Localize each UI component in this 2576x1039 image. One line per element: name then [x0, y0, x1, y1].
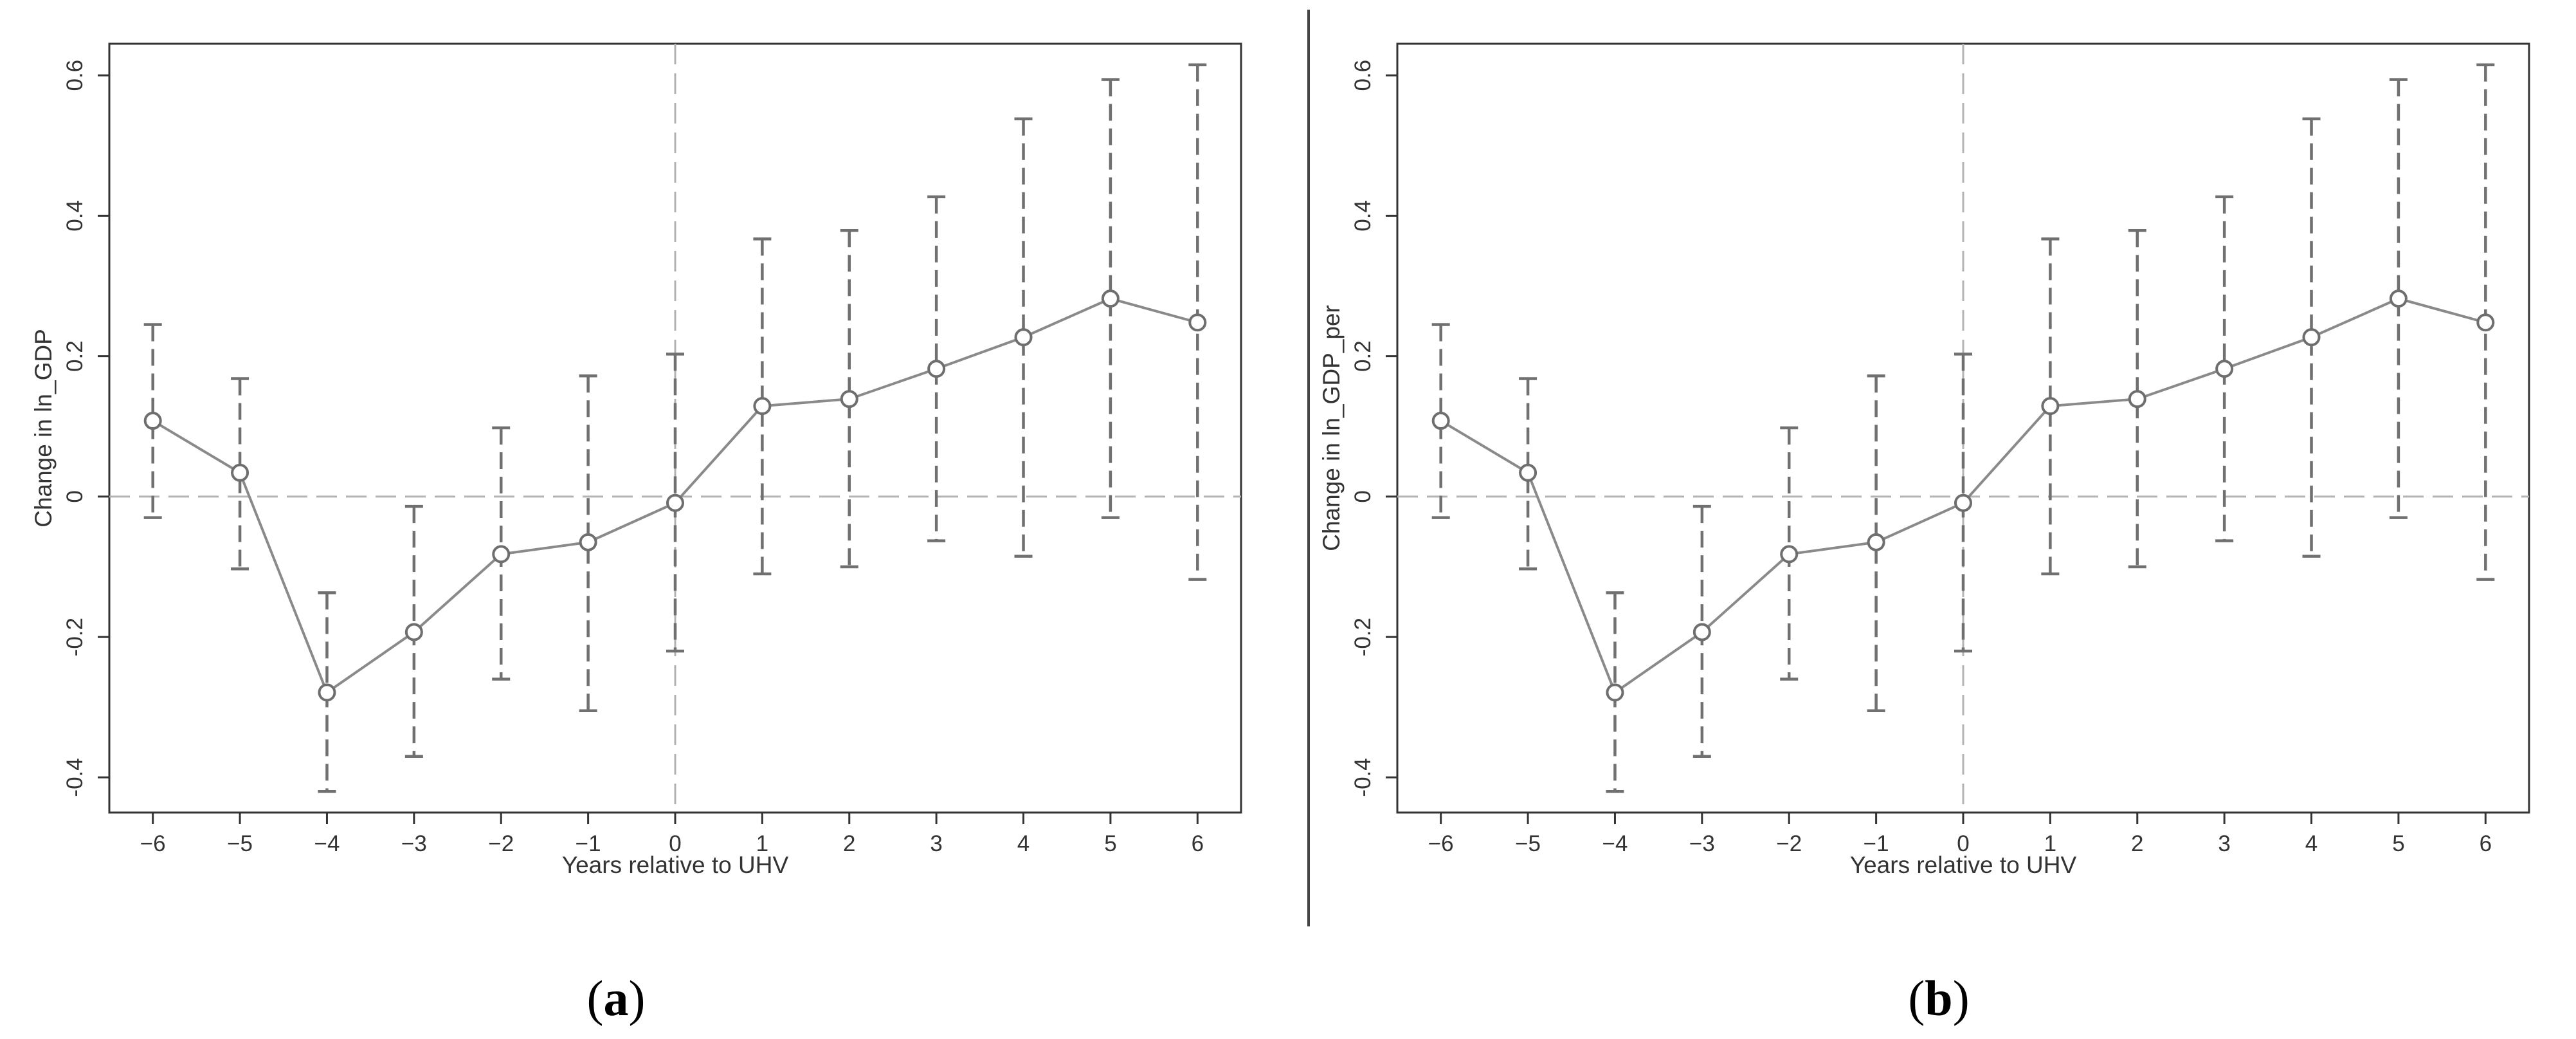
estimate-point: [2389, 290, 2408, 308]
x-tick-label: 0: [1957, 831, 1969, 856]
estimate-point: [1606, 683, 1624, 702]
y-tick-label: 0.4: [1350, 200, 1375, 232]
x-tick-label: 0: [669, 831, 681, 856]
x-tick-label: −3: [1689, 831, 1715, 856]
caption-a: (a): [587, 970, 646, 1026]
y-tick-label: 0: [1350, 490, 1375, 502]
estimate-point: [840, 390, 858, 409]
x-tick-label: −1: [1864, 831, 1889, 856]
x-tick-label: −6: [1428, 831, 1454, 856]
x-tick-label: 4: [2305, 831, 2317, 856]
estimate-point: [1867, 533, 1885, 551]
x-tick-label: −1: [576, 831, 601, 856]
x-tick-label: −5: [227, 831, 253, 856]
panel-divider: [1307, 10, 1310, 926]
estimate-point: [2215, 360, 2234, 378]
y-axis-title: Change in ln_GDP_per: [1318, 305, 1345, 551]
plot-area: -0.4 -0.2 0 0.2 0.4 0.6 −6 −5 −4 −3 −2 −1 0 1 2 3 4 5 6 Yea…: [30, 42, 1242, 878]
x-tick-label: 2: [2131, 831, 2143, 856]
x-tick-label: 4: [1017, 831, 1029, 856]
x-tick-label: 2: [843, 831, 855, 856]
estimate-point: [404, 623, 423, 641]
y-tick-label: 0.6: [1350, 60, 1375, 91]
estimate-point: [2476, 313, 2495, 332]
y-tick-label: 0.2: [62, 340, 87, 372]
estimate-point: [1431, 412, 1450, 430]
y-axis-title: Change in ln_GDP: [30, 329, 57, 528]
y-tick-label: 0.4: [62, 200, 87, 232]
x-tick-label: 3: [930, 831, 942, 856]
estimate-point: [927, 360, 946, 378]
x-tick-label: 6: [1192, 831, 1204, 856]
estimate-point: [2128, 390, 2146, 409]
caption-b: (b): [1908, 970, 1969, 1026]
x-tick-label: 5: [2392, 831, 2404, 856]
estimate-point: [1692, 623, 1711, 641]
x-axis-title: Years relative to UHV: [1850, 852, 2077, 878]
x-tick-label: −4: [1602, 831, 1628, 856]
estimate-point: [1014, 328, 1033, 347]
estimate-point: [579, 533, 597, 551]
x-tick-label: 6: [2480, 831, 2492, 856]
caption-a-open: (: [587, 970, 604, 1026]
x-tick-label: −6: [140, 831, 166, 856]
estimate-point: [1519, 463, 1537, 482]
x-tick-label: −2: [488, 831, 514, 856]
x-tick-label: −2: [1776, 831, 1802, 856]
svg-text:(a): (a): [587, 970, 646, 1026]
x-axis-title: Years relative to UHV: [562, 852, 789, 878]
y-tick-label: -0.2: [62, 618, 87, 656]
estimate-point: [143, 412, 162, 430]
estimate-point: [492, 545, 511, 564]
x-tick-label: −3: [401, 831, 427, 856]
y-tick-label: 0.2: [1350, 340, 1375, 372]
x-tick-label: −4: [314, 831, 340, 856]
y-tick-label: -0.4: [1350, 758, 1375, 796]
x-tick-label: 3: [2218, 831, 2230, 856]
caption-b-open: (: [1908, 970, 1925, 1026]
x-tick-label: −5: [1515, 831, 1541, 856]
caption-a-letter: a: [604, 970, 629, 1026]
caption-b-close: ): [1953, 970, 1970, 1026]
estimate-point: [1954, 493, 1972, 512]
estimate-point: [2041, 397, 2060, 416]
estimate-point: [1188, 313, 1207, 332]
caption-b-letter: b: [1925, 970, 1952, 1026]
estimate-point: [318, 683, 336, 702]
estimate-point: [753, 397, 772, 416]
estimate-point: [231, 463, 249, 482]
estimate-point: [1101, 290, 1120, 308]
y-tick-label: 0.6: [62, 60, 87, 91]
estimate-point: [1780, 545, 1799, 564]
estimate-point: [2302, 328, 2321, 347]
y-tick-label: -0.4: [62, 758, 87, 796]
x-tick-label: 1: [756, 831, 768, 856]
y-tick-label: 0: [62, 490, 87, 502]
y-tick-label: -0.2: [1350, 618, 1375, 656]
chart-panel-a: (a) -0.4 -0.2 0 0.2 0.4 0.6 −6 −5 −4 −3 −2 −1 0 1 2 3 4 5…: [30, 42, 1242, 1026]
x-tick-label: 5: [1104, 831, 1116, 856]
chart-panel-b: (b) -0.4 -0.2 0 0.2 0.4 0.6 −6 −5 −4 −3 −2 −1 0 1 2 3 4 5…: [1318, 42, 2530, 1026]
x-tick-label: 1: [2044, 831, 2056, 856]
caption-a-close: ): [629, 970, 646, 1026]
svg-text:(b): (b): [1908, 970, 1969, 1026]
estimate-point: [666, 493, 684, 512]
plot-area: -0.4 -0.2 0 0.2 0.4 0.6 −6 −5 −4 −3 −2 −1 0 1 2 3 4 5 6 Yea…: [1318, 42, 2530, 878]
